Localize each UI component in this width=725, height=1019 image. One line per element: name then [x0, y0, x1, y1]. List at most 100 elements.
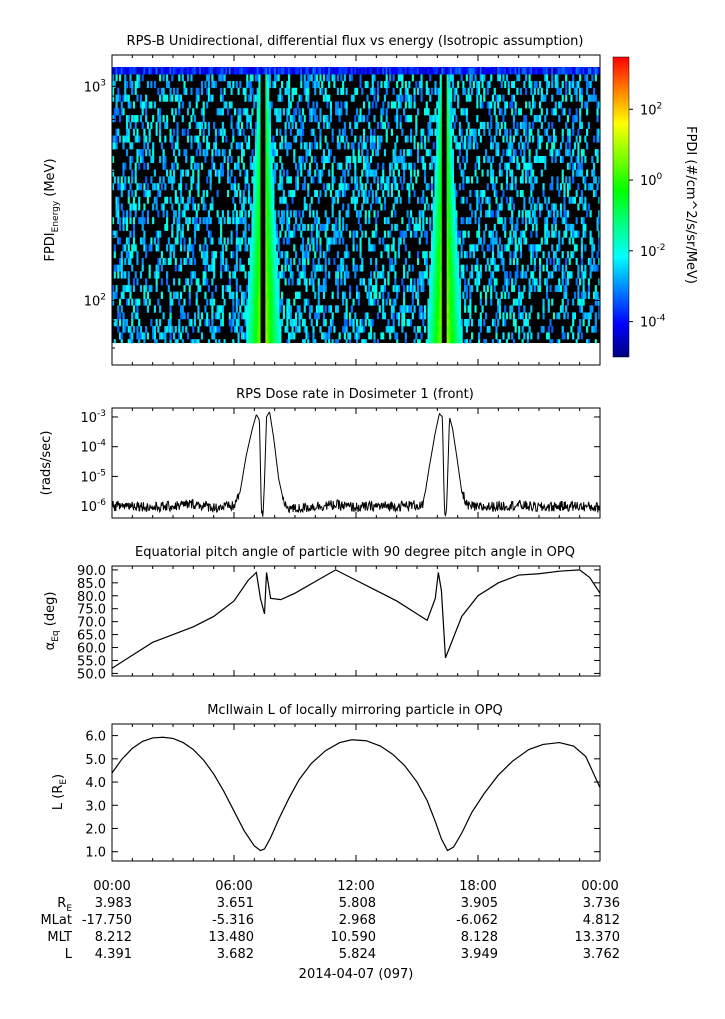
spectrogram-cell	[143, 128, 146, 136]
spectrogram-cell	[455, 291, 458, 299]
spectrogram-cell	[436, 121, 439, 129]
spectrogram-cell	[117, 183, 120, 191]
spectrogram-cell	[383, 121, 387, 129]
spectrogram-cell	[326, 244, 329, 252]
spectrogram-cell	[532, 135, 535, 143]
spectrogram-cell	[490, 278, 493, 286]
spectrogram-cell	[493, 264, 496, 272]
spectrogram-cell	[329, 108, 332, 116]
spectrogram-cell	[540, 203, 543, 211]
spectrogram-cell	[521, 190, 524, 198]
spectrogram-cell	[193, 67, 197, 68]
spectrogram-cell	[533, 203, 536, 211]
spectrogram-cell	[488, 80, 491, 89]
spectrogram-cell	[394, 223, 397, 231]
spectrogram-cell	[568, 237, 571, 245]
spectrogram-cell	[303, 271, 306, 279]
spectrogram-cell	[267, 244, 270, 252]
spectrogram-cell	[540, 135, 543, 143]
spectrogram-cell	[291, 94, 294, 102]
spectrogram-cell	[478, 87, 481, 95]
spectrogram-cell	[594, 67, 597, 68]
spectrogram-cell	[495, 278, 498, 286]
spectrogram-cell	[335, 230, 338, 238]
spectrogram-cell	[268, 244, 271, 252]
spectrogram-cell	[540, 169, 543, 177]
spectrogram-cell	[451, 80, 454, 89]
spectrogram-cell	[221, 149, 224, 157]
spectrogram-cell	[274, 305, 277, 313]
spectrogram-cell	[493, 183, 496, 191]
spectrogram-cell	[380, 135, 383, 143]
spectrogram-cell	[333, 74, 336, 82]
spectrogram-cell	[558, 101, 561, 109]
spectrogram-cell	[343, 251, 346, 259]
spectrogram-cell	[256, 87, 259, 95]
spectrogram-cell	[176, 135, 179, 143]
spectrogram-cell	[288, 101, 291, 109]
spectrogram-cell	[322, 67, 326, 75]
spectrogram-cell	[204, 305, 207, 313]
spectrogram-cell	[432, 67, 435, 68]
spectrogram-cell	[249, 285, 252, 292]
spectrogram-cell	[491, 237, 495, 245]
spectrogram-cell	[197, 305, 200, 313]
spectrogram-cell	[589, 210, 592, 218]
spectrogram-cell	[265, 67, 268, 68]
spectrogram-cell	[467, 121, 470, 129]
spectrogram-cell	[565, 217, 568, 225]
spectrogram-cell	[265, 155, 268, 163]
spectrogram-cell	[234, 108, 237, 116]
spectrogram-cell	[295, 87, 298, 95]
spectrogram-cell	[467, 305, 470, 313]
spectrogram-cell	[577, 149, 580, 157]
spectrogram-cell	[361, 326, 364, 333]
spectrogram-cell	[206, 67, 209, 75]
spectrogram-cell	[439, 223, 442, 231]
spectrogram-cell	[192, 326, 195, 333]
spectrogram-cell	[338, 223, 341, 231]
spectrogram-cell	[593, 162, 596, 170]
spectrogram-cell	[211, 326, 214, 333]
spectrogram-cell	[497, 149, 500, 157]
spectrogram-cell	[450, 135, 453, 143]
spectrogram-cell	[422, 285, 425, 292]
spectrogram-cell	[483, 94, 486, 102]
spectrogram-cell	[200, 80, 204, 89]
spectrogram-cell	[394, 257, 397, 265]
spectrogram-cell	[253, 196, 256, 204]
spectrogram-cell	[141, 149, 144, 157]
spectrogram-cell	[150, 67, 153, 75]
spectrogram-cell	[383, 203, 387, 211]
spectrogram-cell	[519, 271, 522, 279]
spectrogram-cell	[439, 318, 442, 327]
spectrogram-cell	[277, 115, 280, 123]
spectrogram-cell	[537, 128, 540, 136]
spectrogram-cell	[467, 67, 470, 75]
spectrogram-cell	[190, 67, 193, 68]
spectrogram-cell	[362, 101, 366, 109]
spectrogram-cell	[364, 196, 367, 204]
spectrogram-cell	[251, 67, 254, 68]
spectrogram-cell	[580, 305, 583, 313]
spectrogram-cell	[439, 285, 442, 292]
spectrogram-cell	[512, 339, 515, 344]
spectrogram-cell	[505, 169, 509, 177]
spectrogram-cell	[561, 332, 564, 340]
spectrogram-cell	[256, 101, 259, 109]
spectrogram-cell	[451, 74, 454, 82]
spectrogram-cell	[401, 128, 404, 136]
spectrogram-cell	[321, 67, 324, 68]
spectrogram-cell	[432, 326, 435, 333]
spectrogram-cell	[253, 94, 256, 102]
spectrogram-cell	[300, 80, 303, 89]
spectrogram-cell	[436, 190, 439, 198]
spectrogram-cell	[277, 271, 280, 279]
spectrogram-cell	[134, 121, 137, 129]
spectrogram-cell	[478, 278, 481, 286]
spectrogram-cell	[218, 237, 221, 245]
spectrogram-cell	[157, 271, 160, 279]
spectrogram-cell	[540, 67, 543, 68]
spectrogram-cell	[565, 142, 568, 150]
spectrogram-cell	[528, 74, 531, 82]
